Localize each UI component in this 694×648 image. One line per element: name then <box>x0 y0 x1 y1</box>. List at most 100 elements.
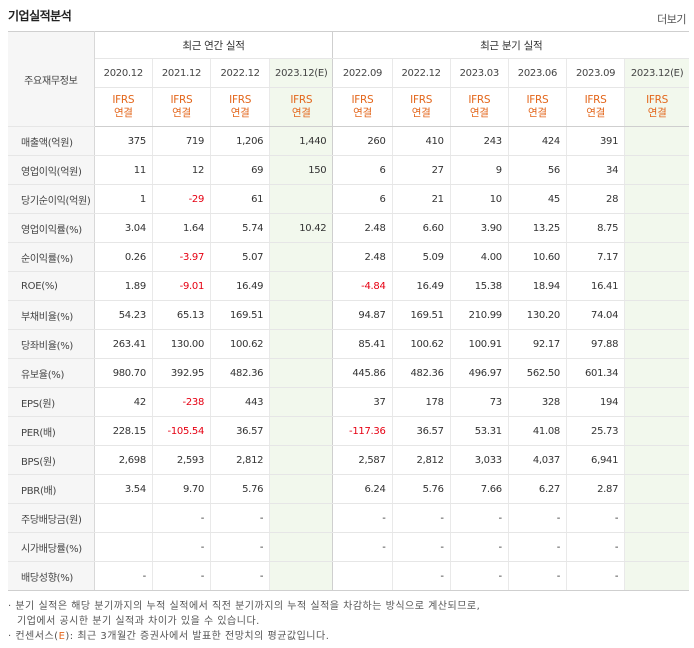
date-header: 2023.06 <box>507 58 567 88</box>
date-header: 2023.09 <box>565 58 625 88</box>
table-cell: 6,941 <box>565 445 625 475</box>
table-cell: 100.62 <box>210 329 270 359</box>
table-cell: 42 <box>93 387 153 417</box>
table-cell: - <box>391 503 451 533</box>
table-cell: 3,033 <box>449 445 509 475</box>
table-cell: 263.41 <box>93 329 153 359</box>
table-cell: 53.31 <box>449 416 509 446</box>
table-row: 부채비율(%) 54.23 65.13 169.51 94.87 169.51 210.99… <box>8 300 689 330</box>
table-cell: 85.41 <box>332 329 393 359</box>
ifrs-label: IFRS 연결 <box>565 87 625 127</box>
table-cell <box>624 532 689 562</box>
ifrs-standard: IFRS <box>290 94 313 106</box>
table-cell: 1,206 <box>210 126 270 156</box>
footnote-1: · 분기 실적은 해당 분기까지의 누적 실적에서 직전 분기까지의 누적 실적… <box>8 601 481 612</box>
table-cell: 28 <box>565 184 625 214</box>
table-cell: 37 <box>332 387 393 417</box>
table-cell: - <box>507 532 567 562</box>
row-label: BPS(원) <box>8 445 95 475</box>
table-cell: 194 <box>565 387 625 417</box>
row-label: 주당배당금(원) <box>8 503 95 533</box>
table-label-header: 주요재무정보 <box>8 31 95 127</box>
table-cell: 73 <box>449 387 509 417</box>
table-cell: 100.91 <box>449 329 509 359</box>
table-cell: 178 <box>391 387 451 417</box>
table-cell: 2.87 <box>565 474 625 504</box>
date-header: 2022.09 <box>332 58 393 88</box>
row-label: 당기순이익(억원) <box>8 184 95 214</box>
table-cell: - <box>151 532 211 562</box>
table-cell: 328 <box>507 387 567 417</box>
ifrs-label: IFRS 연결 <box>624 87 689 127</box>
table-cell: 6.24 <box>332 474 393 504</box>
ifrs-consolidated: 연결 <box>353 107 372 119</box>
table-cell: 9.70 <box>151 474 211 504</box>
ifrs-standard: IFRS <box>410 94 433 106</box>
row-label: 순이익률(%) <box>8 242 95 272</box>
date-header: 2022.12 <box>210 58 270 88</box>
table-cell: 375 <box>93 126 153 156</box>
table-cell <box>624 503 689 533</box>
ifrs-consolidated: 연결 <box>586 107 605 119</box>
table-cell: - <box>565 532 625 562</box>
table-cell: 10 <box>449 184 509 214</box>
ifrs-standard: IFRS <box>112 94 135 106</box>
table-cell: 10.60 <box>507 242 567 272</box>
table-cell <box>624 329 689 359</box>
table-cell: - <box>93 561 153 591</box>
table-cell <box>624 213 689 243</box>
ifrs-standard: IFRS <box>351 94 374 106</box>
ifrs-standard: IFRS <box>170 94 193 106</box>
table-cell: 1.89 <box>93 271 153 301</box>
table-cell: 228.15 <box>93 416 153 446</box>
ifrs-standard: IFRS <box>468 94 491 106</box>
table-cell: 16.49 <box>391 271 451 301</box>
ifrs-consolidated: 연결 <box>528 107 547 119</box>
table-row: 배당성향(%) - - - - - - - <box>8 561 689 591</box>
table-cell: 100.62 <box>391 329 451 359</box>
ifrs-consolidated: 연결 <box>647 107 667 119</box>
table-cell: -117.36 <box>332 416 393 446</box>
table-row: 당좌비율(%) 263.41 130.00 100.62 85.41 100.62 100.… <box>8 329 689 359</box>
ifrs-label: IFRS 연결 <box>94 87 153 127</box>
ifrs-standard: IFRS <box>584 94 607 106</box>
footnote-2-suffix: ): 최근 3개월간 증권사에서 발표한 전망치의 평균값입니다. <box>65 631 330 642</box>
date-header: 2023.03 <box>449 58 509 88</box>
more-link[interactable]: 더보기 <box>657 13 686 26</box>
table-cell: 16.49 <box>210 271 270 301</box>
table-cell: -29 <box>151 184 211 214</box>
table-row: 영업이익률(%) 3.04 1.64 5.74 10.42 2.48 6.60 3.90 13.… <box>8 213 689 243</box>
ifrs-consolidated: 연결 <box>469 107 489 119</box>
footnote-1-text: 분기 실적은 해당 분기까지의 누적 실적에서 직전 분기까지의 누적 실적을 … <box>15 601 481 612</box>
date-header: 2021.12 <box>151 58 211 88</box>
footnote-2-prefix: 컨센서스( <box>15 631 59 642</box>
table-cell: - <box>151 561 211 591</box>
table-cell: 74.04 <box>565 300 625 330</box>
table-cell: - <box>391 561 451 591</box>
table-cell: 130.20 <box>507 300 567 330</box>
table-cell: - <box>210 532 270 562</box>
table-cell: 36.57 <box>391 416 451 446</box>
table-cell: 601.34 <box>565 358 625 388</box>
table-cell: 8.75 <box>565 213 625 243</box>
footnote-1-cont: 기업에서 공시한 분기 실적과 차이가 있을 수 있습니다. <box>17 616 260 627</box>
table-cell: 410 <box>391 126 451 156</box>
ifrs-label: IFRS 연결 <box>391 87 451 127</box>
table-cell: 16.41 <box>565 271 625 301</box>
ifrs-label: IFRS 연결 <box>210 87 270 127</box>
table-cell: -4.84 <box>332 271 393 301</box>
ifrs-label: IFRS 연결 <box>151 87 211 127</box>
row-label: 배당성향(%) <box>8 561 95 591</box>
row-label: 매출액(억원) <box>8 126 95 156</box>
footnote-2: · 컨센서스(E): 최근 3개월간 증권사에서 발표한 전망치의 평균값입니다… <box>8 631 330 642</box>
table-cell <box>624 416 689 446</box>
table-cell <box>624 561 689 591</box>
table-cell: 5.74 <box>210 213 270 243</box>
date-header: 2023.12(E) <box>624 58 689 88</box>
table-cell: 445.86 <box>332 358 393 388</box>
table-cell: 61 <box>210 184 270 214</box>
table-row: 순이익률(%) 0.26 -3.97 5.07 2.48 5.09 4.00 10.60 7.1… <box>8 242 689 272</box>
table-cell: -238 <box>151 387 211 417</box>
row-label: ROE(%) <box>8 271 95 301</box>
table-cell: 1 <box>93 184 153 214</box>
